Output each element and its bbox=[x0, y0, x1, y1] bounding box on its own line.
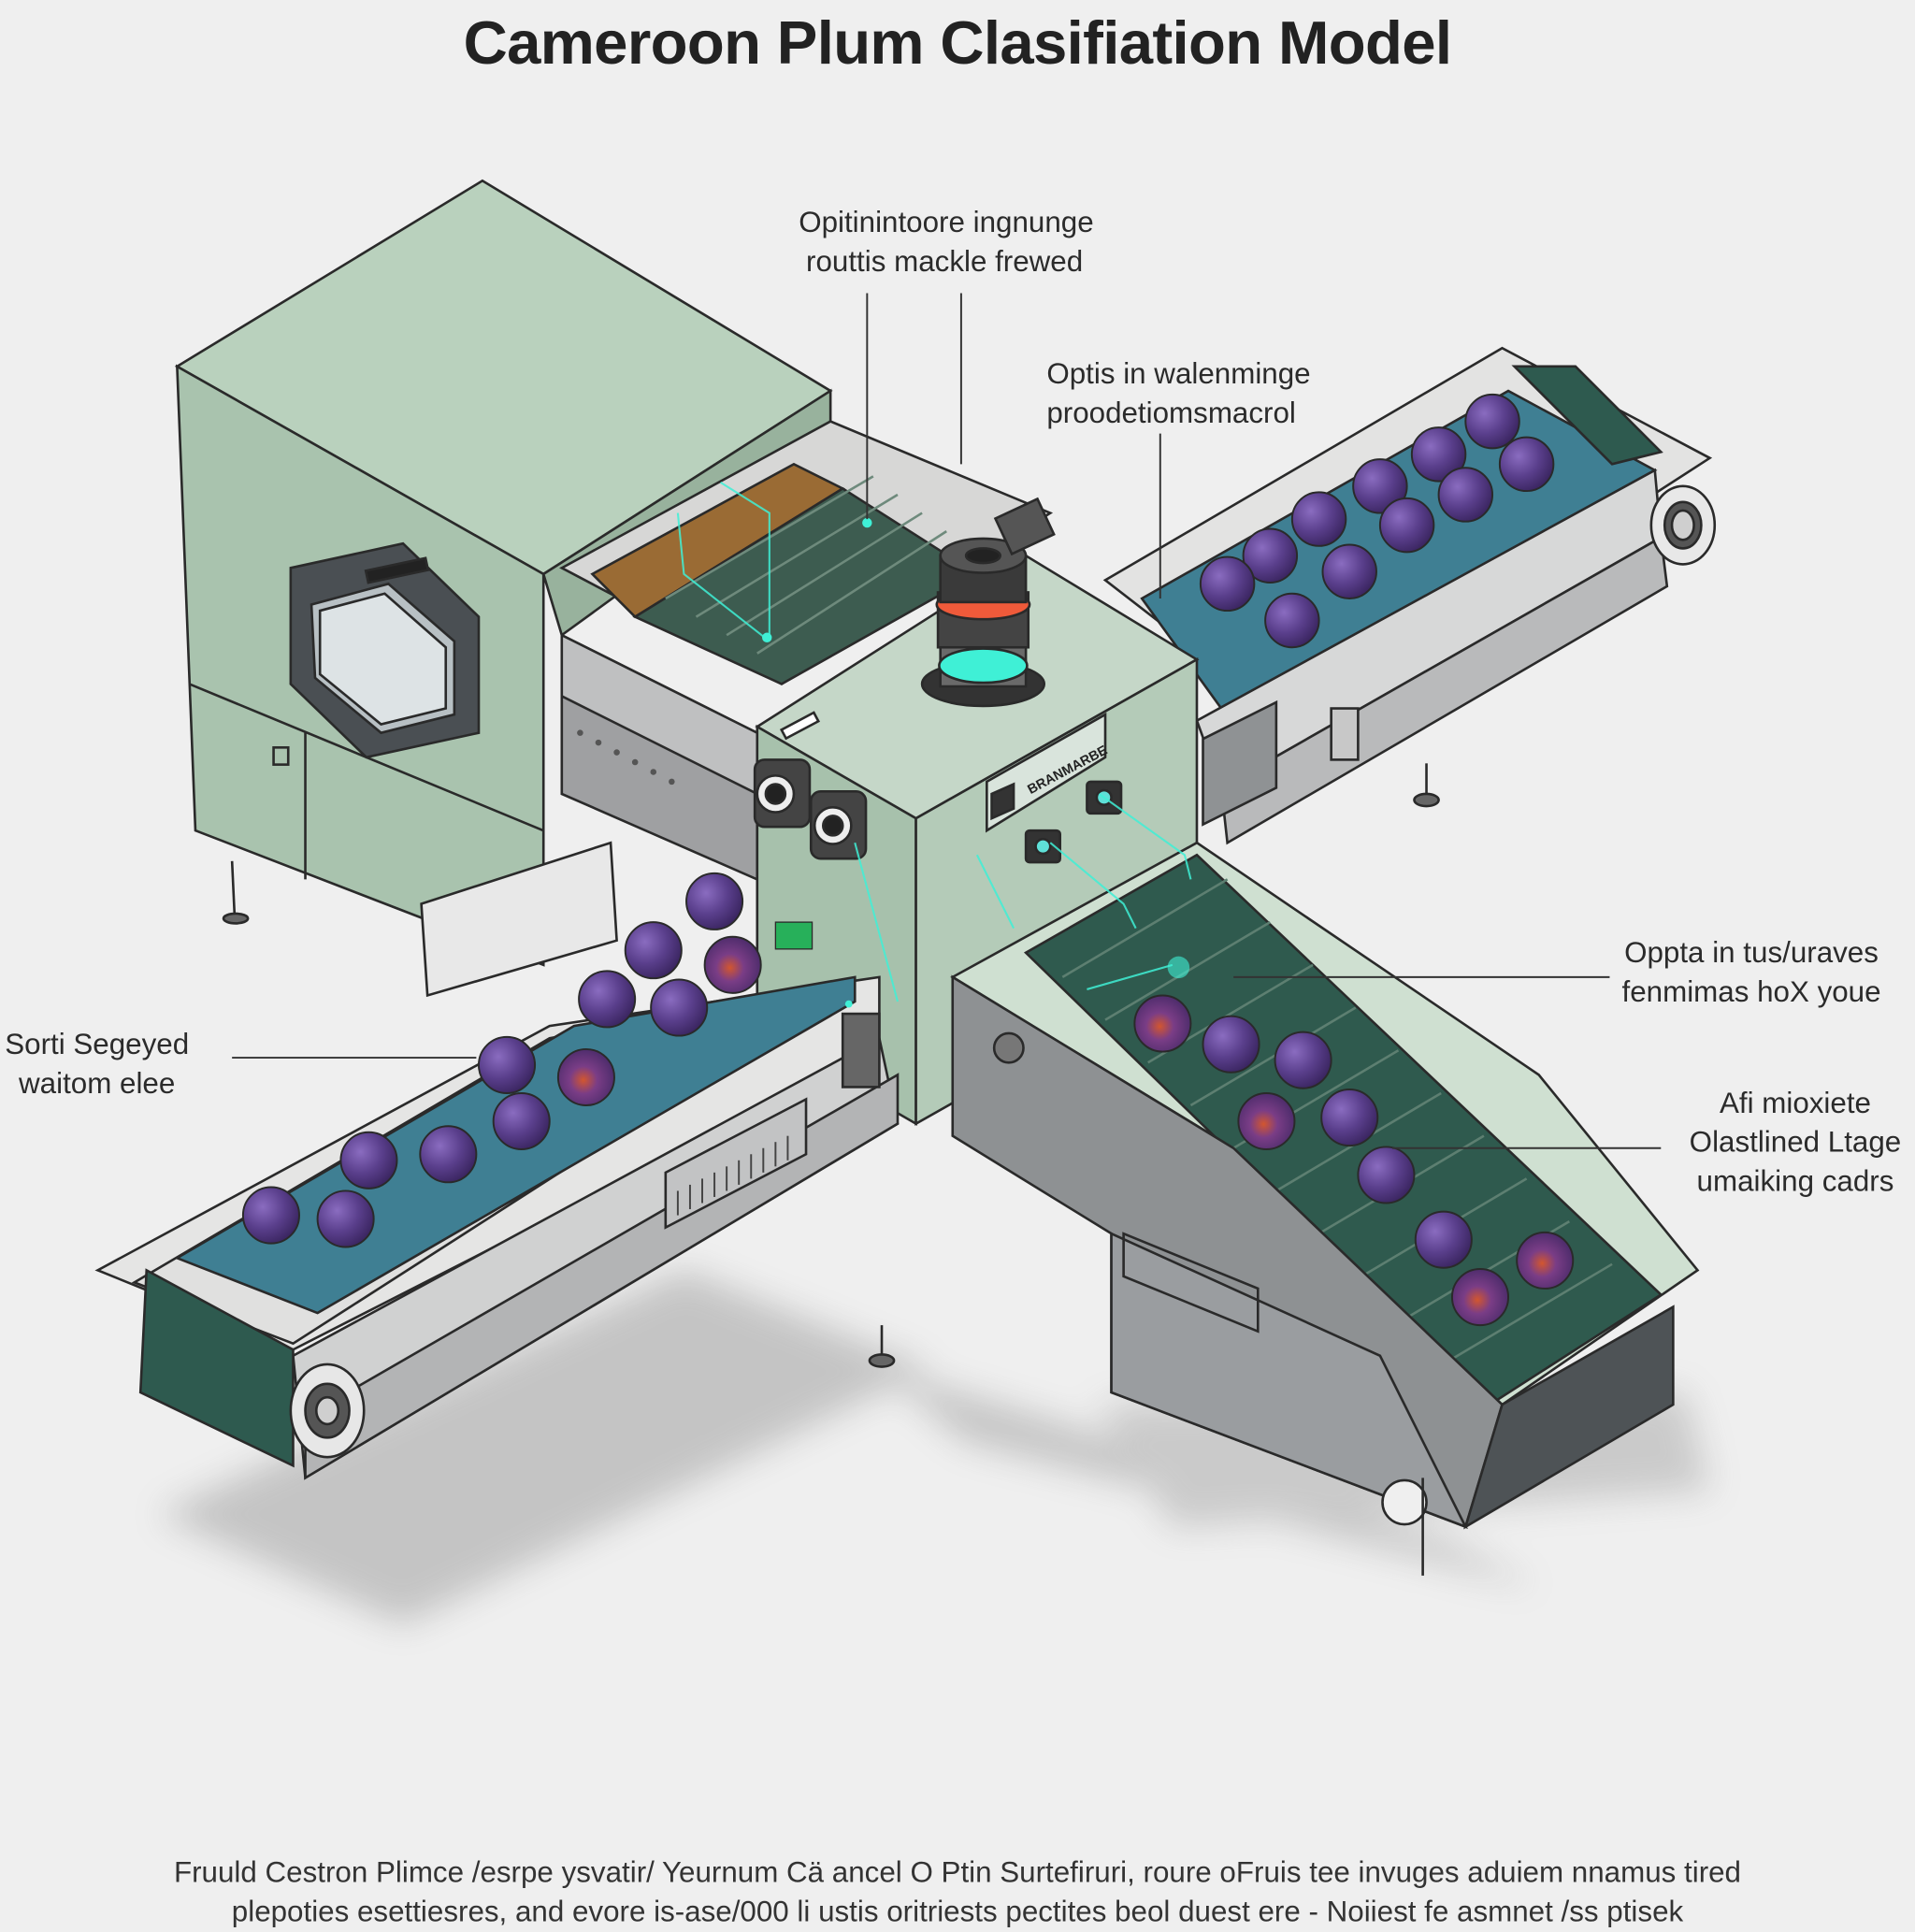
callout-right-lower: Afi mioxiete Olastlined Ltage umaiking c… bbox=[1676, 1085, 1915, 1202]
figure-caption: Fruuld Cestron Plimce /esrpe ysvatir/ Ye… bbox=[0, 1854, 1915, 1932]
callout-top-right: Optis in walenminge proodetiomsmacrol bbox=[1046, 355, 1310, 434]
callout-top-center: Opitinintoore ingnunge routtis mackle fr… bbox=[799, 204, 1093, 282]
callout-right-middle: Oppta in tus/uraves fenmimas hoX youe bbox=[1622, 934, 1881, 1013]
diagram-title: Cameroon Plum Clasifiation Model bbox=[463, 8, 1452, 78]
scanner-tunnel bbox=[559, 420, 1054, 882]
callout-left-line2: waitom elee bbox=[19, 1067, 176, 1101]
plums-infeed bbox=[1199, 393, 1555, 649]
callout-right-middle-line2: fenmimas hoX youe bbox=[1621, 975, 1881, 1009]
callout-right-lower-line1: Afi mioxiete bbox=[1719, 1087, 1871, 1120]
callout-right-middle-line1: Oppta in tus/uraves bbox=[1624, 936, 1879, 971]
plums-outfeed bbox=[241, 872, 762, 1248]
camera-unit-icon bbox=[920, 497, 1056, 708]
callout-right-lower-line3: umaiking cadrs bbox=[1696, 1165, 1894, 1199]
caption-line2: plepoties esettiesres, and evore is-ase/… bbox=[231, 1896, 1684, 1929]
callout-left: Sorti Segeyed waitom elee bbox=[5, 1026, 189, 1104]
callout-top-center-line2: routtis mackle frewed bbox=[806, 245, 1084, 279]
scanner-beam-icon bbox=[676, 482, 1192, 1002]
callout-leader-lines bbox=[232, 293, 1662, 1149]
caption-line1: Fruuld Cestron Plimce /esrpe ysvatir/ Ye… bbox=[173, 1856, 1742, 1890]
callout-right-lower-line2: Olastlined Ltage bbox=[1689, 1126, 1902, 1160]
callout-top-center-line1: Opitinintoore ingnunge bbox=[799, 206, 1094, 239]
callout-top-right-line1: Optis in walenminge bbox=[1046, 357, 1311, 391]
callout-left-line1: Sorti Segeyed bbox=[5, 1028, 190, 1062]
callout-top-right-line2: proodetiomsmacrol bbox=[1046, 396, 1296, 430]
plums-chute bbox=[1133, 994, 1575, 1327]
